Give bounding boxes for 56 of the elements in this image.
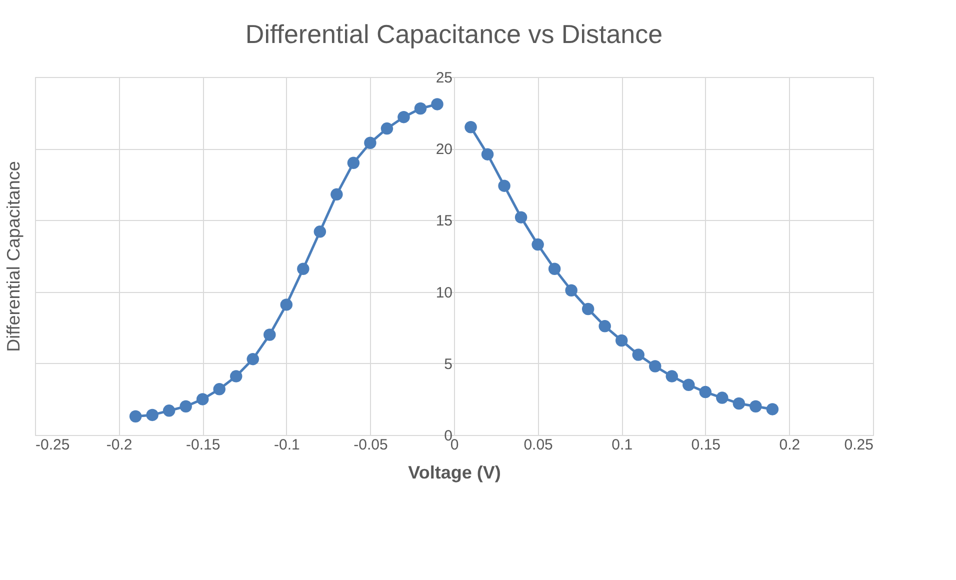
y-tick-label: 10 xyxy=(436,284,452,302)
point xyxy=(280,298,293,311)
point xyxy=(398,110,410,124)
point xyxy=(230,370,242,382)
point xyxy=(347,156,360,170)
point xyxy=(648,360,662,372)
point xyxy=(732,397,746,410)
point xyxy=(548,262,561,275)
y-axis-title: Differential Capacitance xyxy=(4,161,24,352)
x-tick-label: -0.05 xyxy=(354,436,388,454)
point xyxy=(213,383,226,396)
point xyxy=(666,370,678,382)
point xyxy=(297,262,310,275)
point xyxy=(246,352,260,366)
point xyxy=(414,102,427,115)
point xyxy=(598,320,611,332)
point xyxy=(766,403,779,416)
point xyxy=(314,226,326,238)
point xyxy=(481,148,494,160)
point xyxy=(750,400,762,412)
point xyxy=(162,404,176,417)
point xyxy=(582,302,594,316)
point xyxy=(632,348,644,361)
x-tick-label: -0.25 xyxy=(36,436,70,454)
point xyxy=(196,393,209,406)
point xyxy=(380,122,394,135)
point xyxy=(464,121,477,134)
x-tick-label: 0.1 xyxy=(612,436,633,454)
x-tick-label: 0.25 xyxy=(844,436,874,454)
point xyxy=(615,334,628,347)
point xyxy=(431,98,444,110)
x-axis-title: Voltage (V) xyxy=(408,462,501,482)
point xyxy=(682,378,695,391)
y-tick-label: 20 xyxy=(436,141,452,158)
point xyxy=(180,400,192,412)
x-tick-label: -0.15 xyxy=(186,436,220,454)
point xyxy=(146,408,158,422)
point xyxy=(716,392,728,404)
point xyxy=(565,284,578,296)
point xyxy=(330,188,343,201)
y-tick-label: 25 xyxy=(436,70,452,86)
point xyxy=(699,386,712,398)
x-tick-label: -0.1 xyxy=(274,436,300,454)
x-tick-label: 0.15 xyxy=(691,436,720,454)
point xyxy=(264,328,276,341)
point xyxy=(498,180,510,192)
point xyxy=(129,410,142,422)
point xyxy=(364,136,376,149)
y-tick-label: 15 xyxy=(436,212,452,230)
x-tick-label: 0.05 xyxy=(524,436,553,454)
y-tick-label: 5 xyxy=(444,356,452,373)
point xyxy=(514,211,528,224)
x-tick-label: 0.2 xyxy=(779,436,800,454)
chart-title: Differential Capacitance vs Distance xyxy=(245,19,663,49)
x-tick-label: -0.2 xyxy=(106,436,132,454)
point xyxy=(532,238,544,251)
